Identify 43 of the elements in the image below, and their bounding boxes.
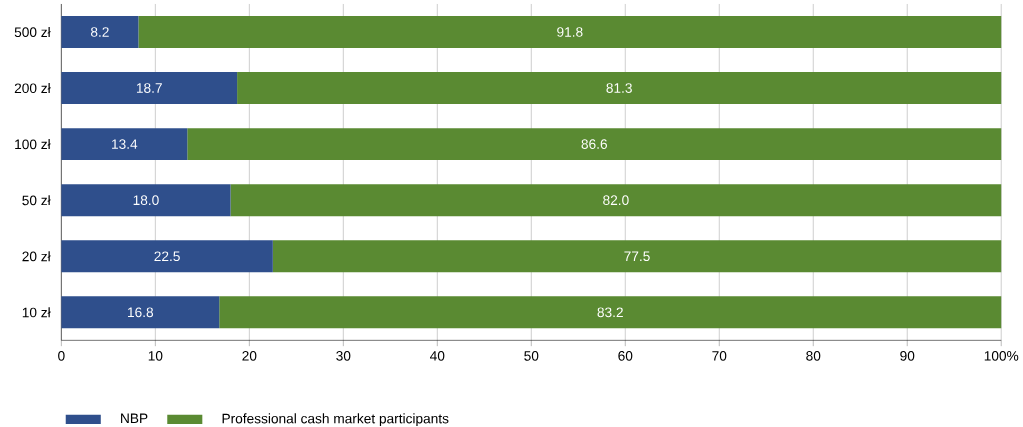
y-tick-label: 10 zł (22, 307, 51, 318)
x-tick-label: 80 (806, 350, 821, 361)
data-label: 81.3 (606, 83, 632, 93)
data-label: 18.7 (136, 83, 162, 93)
data-label: 18.0 (133, 195, 159, 205)
x-tick-label: 60 (618, 350, 633, 361)
bar (219, 296, 1002, 329)
bar (272, 240, 1002, 273)
bar (237, 71, 1002, 104)
data-label: 83.2 (597, 307, 623, 317)
x-tick-label: 50 (524, 350, 539, 361)
bar (61, 240, 273, 273)
y-tick-label: 20 zł (22, 251, 51, 262)
legend-label: Professional cash market participants (222, 413, 449, 426)
data-label: 86.6 (581, 139, 607, 149)
data-label: 82.0 (603, 195, 629, 205)
bar (61, 15, 139, 48)
legend-label: NBP (121, 413, 148, 423)
bar (61, 71, 238, 104)
bar (61, 127, 188, 160)
x-tick-label: 100% (984, 350, 1019, 361)
y-tick-label: 50 zł (22, 194, 51, 206)
x-tick-label: 90 (900, 350, 915, 361)
y-tick-label: 500 zł (14, 26, 51, 37)
x-tick-label: 10 (148, 350, 163, 361)
x-tick-label: 20 (242, 350, 257, 361)
x-tick-label: 70 (712, 350, 727, 361)
data-label: 91.8 (557, 26, 583, 37)
data-label: 8.2 (90, 26, 109, 37)
bar (230, 184, 1002, 216)
bar (138, 15, 1002, 48)
bar (61, 184, 231, 216)
x-tick-label: 40 (430, 350, 445, 361)
bar (61, 296, 220, 329)
data-label: 22.5 (154, 251, 180, 261)
y-tick-label: 100 zł (15, 138, 51, 149)
bar (187, 127, 1002, 160)
data-label: 16.8 (128, 307, 154, 317)
data-label: 13.4 (112, 139, 138, 149)
y-tick-label: 200 zł (14, 82, 51, 93)
x-tick-label: 30 (336, 350, 351, 361)
x-tick-label: 0 (58, 350, 65, 361)
data-label: 77.5 (624, 251, 650, 261)
